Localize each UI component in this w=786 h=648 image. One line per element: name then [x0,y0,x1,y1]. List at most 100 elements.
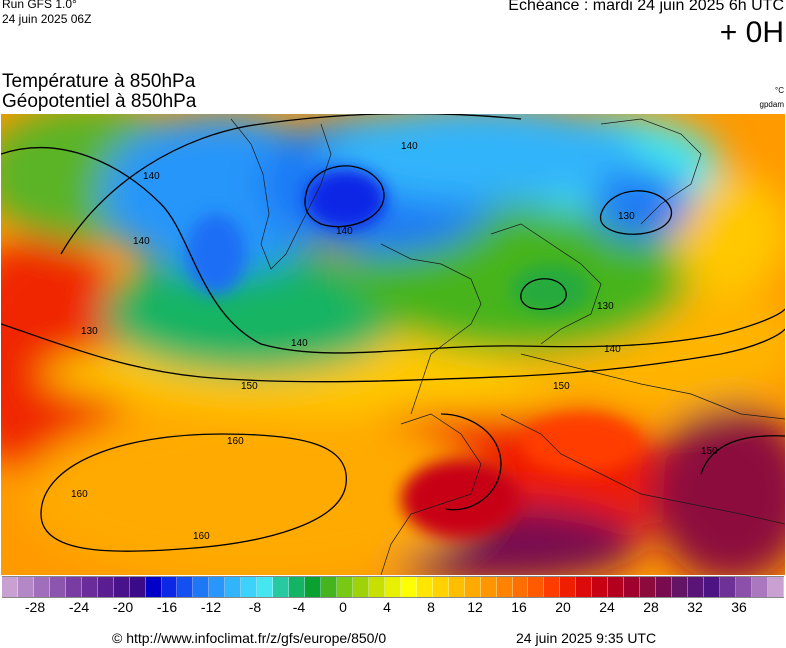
colorbar-tick-label: -12 [200,599,222,615]
colorbar-swatch [400,577,417,597]
contour-labels: 140 140 140 140 140 130 130 130 150 150 … [71,141,718,542]
colorbar-swatch [512,577,529,597]
colorbar-swatch [656,577,673,597]
contour-label: 140 [336,226,353,237]
colorbar-swatch [496,577,513,597]
colorbar-tick-label: -28 [24,599,46,615]
colorbar-tick-label: -8 [248,599,262,615]
colorbar-swatch [33,577,50,597]
colorbar-swatch [672,577,688,597]
contour-label: 130 [597,301,614,312]
colorbar-tick-label: 12 [467,599,483,615]
colorbar-swatch [464,577,481,597]
colorbar-swatch [241,577,258,597]
coastlines [230,118,785,575]
colorbar-swatch [640,577,657,597]
colorbar-tick-label: -4 [292,599,306,615]
run-date-label: 24 juin 2025 06Z [2,12,92,26]
colorbar-swatch [273,577,290,597]
colorbar-swatch [17,577,34,597]
unit-temperature: °C [775,86,784,95]
cold-core-shading [186,169,641,539]
contour-130-low [304,165,385,228]
contour-140 [1,146,785,354]
colorbar-tick-label: 32 [687,599,703,615]
contour-label: 130 [81,326,98,337]
colorbar-tick-label: -16 [156,599,178,615]
colorbar-swatch [65,577,82,597]
contour-label: 140 [401,141,418,152]
colorbar-swatch [97,577,114,597]
contour-150-east [700,435,785,475]
colorbar-swatch [2,577,18,597]
colorbar-tick-label: 24 [599,599,615,615]
colorbar-swatch [703,577,720,597]
forecast-valid-time: Echéance : mardi 24 juin 2025 6h UTC [508,0,784,14]
colorbar-swatch [225,577,242,597]
contour-160 [40,433,347,552]
contour-label: 130 [618,211,635,222]
generated-timestamp: 24 juin 2025 9:35 UTC [516,630,657,646]
contour-label: 160 [193,531,210,542]
colorbar-swatch [719,577,736,597]
colorbar-tick-label: 36 [731,599,747,615]
contour-150 [1,323,785,383]
map-title-geopotential: Géopotentiel à 850hPa [2,91,197,112]
temperature-field-svg: 140 140 140 140 140 130 130 130 150 150 … [1,114,785,575]
colorbar-swatch [608,577,625,597]
colorbar-swatch [767,577,784,597]
colorbar-swatch [337,577,353,597]
colorbar-swatch [560,577,577,597]
source-url: © http://www.infoclimat.fr/z/gfs/europe/… [112,630,387,646]
contour-label: 140 [133,236,150,247]
colorbar-swatch [113,577,130,597]
colorbar-swatch [305,577,322,597]
weather-map: 140 140 140 140 140 130 130 130 150 150 … [1,114,785,575]
contour-label: 160 [227,436,244,447]
geopotential-contours [1,114,785,552]
colorbar-swatch [544,577,561,597]
contour-south [440,413,502,511]
colorbar-tick-label: 16 [511,599,527,615]
contour-label: 140 [604,344,621,355]
unit-geopotential: gpdam [759,100,784,109]
colorbar-swatch [735,577,752,597]
run-model-label: Run GFS 1.0° [2,0,77,11]
contour-label: 150 [241,381,258,392]
colorbar-swatch [576,577,593,597]
colorbar-swatch [289,577,306,597]
colorbar-swatch [129,577,146,597]
colorbar-swatch [145,577,162,597]
colorbar-swatch [49,577,66,597]
colorbar-tick-label: 20 [555,599,571,615]
colorbar-swatch [321,577,338,597]
colorbar-swatch [177,577,194,597]
contour-label: 150 [553,381,570,392]
contour-130-scandinavia [520,278,567,310]
colorbar-swatch [624,577,641,597]
colorbar-swatch [81,577,98,597]
colorbar-swatch [592,577,609,597]
contour-label: 150 [701,446,718,457]
colorbar-swatch [384,577,401,597]
colorbar-swatch [480,577,497,597]
colorbar-swatch [751,577,768,597]
colorbar-tick-label: 0 [339,599,347,615]
colorbar-tick-label: -20 [112,599,134,615]
contour-label: 140 [291,338,308,349]
map-title-temperature: Température à 850hPa [2,71,196,92]
colorbar-swatch [432,577,449,597]
colorbar-swatch [352,577,369,597]
colorbar-swatch [209,577,226,597]
colorbar-tick-label: 4 [383,599,391,615]
colorbar-swatch [193,577,210,597]
colorbar-tick-label: -24 [68,599,90,615]
forecast-lead-time: + 0H [719,16,784,49]
colorbar-swatch [368,577,385,597]
colorbar-swatch [161,577,178,597]
temperature-colorbar [2,576,784,598]
contour-140-north [60,114,522,255]
contour-label: 140 [143,171,160,182]
colorbar-swatch [416,577,433,597]
contour-label: 160 [71,489,88,500]
